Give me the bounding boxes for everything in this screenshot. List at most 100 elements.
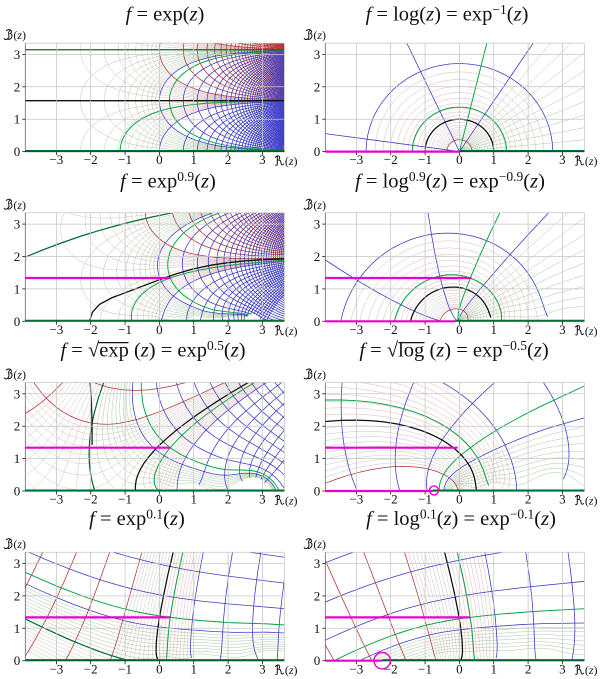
svg-text:0: 0 [314, 653, 321, 668]
svg-text:3: 3 [259, 661, 266, 676]
svg-text:−1: −1 [118, 322, 132, 337]
svg-text:f = exp0.1(z): f = exp0.1(z) [89, 507, 185, 531]
svg-text:f = log(z) = exp−1(z): f = log(z) = exp−1(z) [366, 2, 529, 26]
svg-text:1: 1 [314, 281, 321, 296]
svg-text:(z): (z) [313, 198, 326, 212]
svg-text:0: 0 [314, 484, 321, 499]
svg-text:f = exp0.9(z): f = exp0.9(z) [120, 169, 216, 193]
svg-text:−1: −1 [118, 152, 132, 167]
svg-text:3: 3 [314, 556, 321, 571]
svg-text:1: 1 [314, 621, 321, 636]
svg-text:3: 3 [559, 492, 566, 507]
svg-text:−3: −3 [49, 661, 63, 676]
svg-text:0: 0 [14, 484, 21, 499]
svg-text:0: 0 [14, 144, 21, 159]
svg-text:(z): (z) [585, 663, 598, 677]
svg-text:0: 0 [156, 661, 163, 676]
svg-text:3: 3 [559, 322, 566, 337]
svg-text:−1: −1 [118, 661, 132, 676]
svg-text:2: 2 [14, 419, 21, 434]
svg-text:f = log0.9(z) = exp−0.9(z): f = log0.9(z) = exp−0.9(z) [355, 169, 545, 193]
svg-text:3: 3 [14, 556, 21, 571]
svg-text:−2: −2 [84, 492, 98, 507]
svg-text:1: 1 [190, 661, 197, 676]
svg-text:3: 3 [14, 217, 21, 232]
svg-text:(z): (z) [13, 198, 26, 212]
svg-text:f = exp(z): f = exp(z) [126, 4, 205, 26]
svg-text:−2: −2 [384, 322, 398, 337]
svg-text:3: 3 [259, 322, 266, 337]
svg-text:1: 1 [490, 661, 497, 676]
svg-text:1: 1 [14, 281, 21, 296]
svg-text:f = log0.1(z) = exp−0.1(z): f = log0.1(z) = exp−0.1(z) [366, 507, 556, 531]
svg-text:0: 0 [314, 144, 321, 159]
svg-text:1: 1 [14, 451, 21, 466]
svg-text:3: 3 [559, 152, 566, 167]
svg-text:−2: −2 [84, 152, 98, 167]
svg-text:−2: −2 [84, 322, 98, 337]
svg-text:1: 1 [490, 152, 497, 167]
svg-text:2: 2 [525, 492, 532, 507]
svg-text:0: 0 [456, 492, 463, 507]
svg-text:0: 0 [156, 152, 163, 167]
svg-text:2: 2 [314, 79, 321, 94]
svg-text:1: 1 [14, 112, 21, 127]
svg-text:0: 0 [14, 314, 21, 329]
svg-text:3: 3 [14, 47, 21, 62]
svg-text:0: 0 [456, 661, 463, 676]
svg-text:−2: −2 [84, 661, 98, 676]
svg-text:3: 3 [314, 386, 321, 401]
svg-text:−3: −3 [349, 322, 363, 337]
svg-text:3: 3 [259, 152, 266, 167]
svg-text:3: 3 [14, 386, 21, 401]
svg-text:1: 1 [14, 621, 21, 636]
svg-text:3: 3 [314, 47, 321, 62]
svg-text:(z): (z) [585, 494, 598, 508]
svg-text:−3: −3 [349, 152, 363, 167]
svg-text:f = √log (z) = exp−0.5(z): f = √log (z) = exp−0.5(z) [359, 338, 548, 362]
svg-text:−1: −1 [418, 661, 432, 676]
svg-text:(z): (z) [13, 537, 26, 551]
svg-text:0: 0 [314, 314, 321, 329]
svg-text:0: 0 [456, 322, 463, 337]
svg-text:0: 0 [156, 492, 163, 507]
svg-text:(z): (z) [13, 367, 26, 381]
svg-text:3: 3 [559, 661, 566, 676]
svg-text:−3: −3 [349, 492, 363, 507]
svg-text:0: 0 [156, 322, 163, 337]
svg-text:1: 1 [314, 112, 321, 127]
svg-text:0: 0 [14, 653, 21, 668]
svg-text:3: 3 [259, 492, 266, 507]
svg-text:1: 1 [190, 152, 197, 167]
svg-text:2: 2 [14, 249, 21, 264]
svg-text:−3: −3 [349, 661, 363, 676]
svg-text:(z): (z) [285, 663, 298, 677]
svg-text:−2: −2 [384, 152, 398, 167]
svg-text:2: 2 [314, 419, 321, 434]
svg-text:(z): (z) [313, 537, 326, 551]
svg-text:1: 1 [490, 492, 497, 507]
svg-text:(z): (z) [285, 154, 298, 168]
svg-text:2: 2 [225, 152, 232, 167]
svg-text:f = √exp (z) = exp0.5(z): f = √exp (z) = exp0.5(z) [60, 338, 245, 362]
svg-text:2: 2 [225, 322, 232, 337]
svg-text:2: 2 [225, 661, 232, 676]
svg-text:2: 2 [525, 322, 532, 337]
svg-text:2: 2 [525, 661, 532, 676]
svg-text:1: 1 [190, 492, 197, 507]
svg-text:1: 1 [490, 322, 497, 337]
svg-text:−1: −1 [418, 492, 432, 507]
svg-text:(z): (z) [285, 494, 298, 508]
svg-text:3: 3 [314, 217, 321, 232]
svg-text:1: 1 [190, 322, 197, 337]
svg-text:0: 0 [456, 152, 463, 167]
svg-text:2: 2 [314, 588, 321, 603]
svg-text:−1: −1 [418, 152, 432, 167]
svg-text:−3: −3 [49, 492, 63, 507]
svg-text:2: 2 [14, 79, 21, 94]
svg-text:2: 2 [14, 588, 21, 603]
svg-text:(z): (z) [13, 28, 26, 42]
svg-text:2: 2 [225, 492, 232, 507]
svg-text:2: 2 [314, 249, 321, 264]
svg-text:2: 2 [525, 152, 532, 167]
